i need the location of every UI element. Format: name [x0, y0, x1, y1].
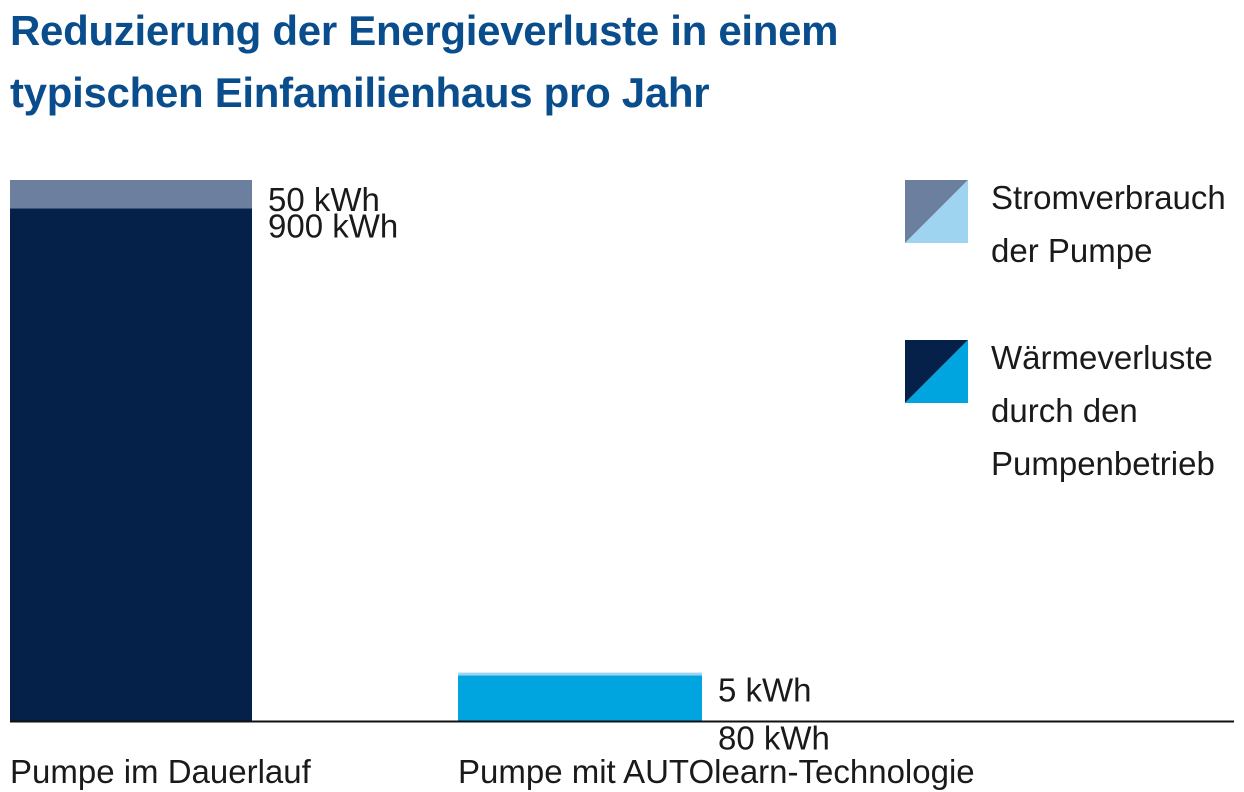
legend-label-strom-line-1: Stromverbrauch: [991, 179, 1226, 216]
legend-swatch-waerme-light: [905, 340, 968, 403]
legend-swatch-strom-light: [905, 180, 968, 243]
legend-label-strom-line-2: der Pumpe: [991, 232, 1152, 269]
category-label-2: Pumpe mit AUTOlearn-Technologie: [458, 753, 975, 790]
legend-label-waerme-line-2: durch den: [991, 392, 1138, 429]
chart-title-line-1: Reduzierung der Energieverluste in einem: [10, 7, 839, 54]
value-label-waerme-1: 900 kWh: [268, 207, 398, 244]
category-label-1: Pumpe im Dauerlauf: [10, 753, 312, 790]
bar-segment-waerme-1: [10, 208, 252, 721]
chart-title-line-2: typischen Einfamilienhaus pro Jahr: [10, 69, 710, 116]
value-label-strom-2: 5 kWh: [718, 672, 812, 709]
bar-segment-waerme-2: [458, 675, 702, 721]
legend-label-waerme-line-3: Pumpenbetrieb: [991, 445, 1215, 482]
value-label-strom-1: 50 kWh: [268, 181, 380, 218]
chart-title: Reduzierung der Energieverluste in einem…: [10, 0, 839, 124]
value-label-waerme-2: 80 kWh: [718, 720, 830, 757]
bar-segment-strom-1: [10, 180, 252, 209]
legend-label-waerme-line-1: Wärmeverluste: [991, 339, 1213, 376]
bar-segment-strom-2: [458, 672, 702, 676]
